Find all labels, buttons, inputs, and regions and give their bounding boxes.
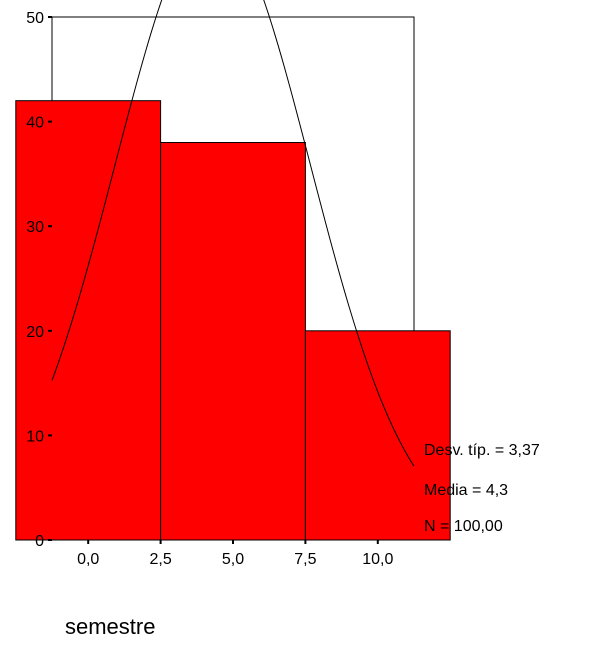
mean-stat: Media = 4,3 [424,482,509,499]
y-tick-label: 40 [26,115,44,132]
n-stat: N = 100,00 [424,518,503,535]
x-tick-label: 7,5 [294,551,316,568]
y-tick-label: 20 [26,324,44,341]
bar-10,0 [304,330,451,541]
x-tick-label: 10,0 [362,551,393,568]
normal-curve [51,0,415,467]
x-axis-label: semestre [65,614,156,639]
bar-5,0 [160,142,306,541]
y-tick-label: 0 [35,533,44,550]
bar-0,0 [15,100,162,541]
std-dev-stat: Desv. típ. = 3,37 [424,442,540,459]
x-tick-label: 0,0 [77,551,99,568]
y-tick-label: 50 [26,10,44,27]
x-tick-label: 2,5 [149,551,171,568]
x-tick-label: 5,0 [222,551,244,568]
y-tick-label: 10 [26,428,44,445]
y-tick-label: 30 [26,219,44,236]
